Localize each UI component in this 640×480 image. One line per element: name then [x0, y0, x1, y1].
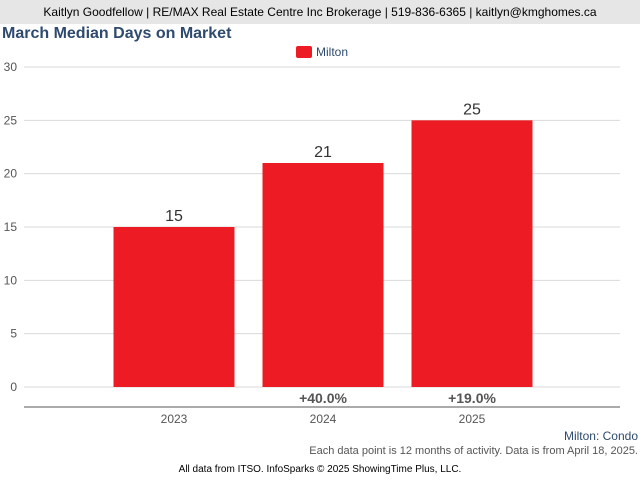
y-tick-label: 0: [10, 380, 17, 394]
y-tick-label: 10: [4, 273, 18, 287]
change-label-2024: +40.0%: [299, 390, 347, 406]
y-tick-label: 25: [4, 113, 18, 127]
data-label-2024: 21: [314, 144, 332, 161]
geography-label: Milton: Condo: [563, 429, 638, 443]
agent-header: Kaitlyn Goodfellow | RE/MAX Real Estate …: [0, 0, 640, 24]
chart-title: March Median Days on Market: [2, 25, 232, 42]
footnote: Each data point is 12 months of activity…: [309, 445, 638, 457]
bar-2025: [411, 120, 533, 387]
x-tick-label-2024: 2024: [310, 412, 337, 426]
chart-legend[interactable]: Milton: [296, 45, 348, 59]
agent-contact-text: Kaitlyn Goodfellow | RE/MAX Real Estate …: [43, 5, 597, 19]
attribution-footer: All data from ITSO. InfoSparks © 2025 Sh…: [178, 464, 462, 475]
x-tick-label-2025: 2025: [459, 412, 486, 426]
bar-2024: [262, 163, 384, 387]
legend-swatch: [296, 46, 312, 58]
y-tick-label: 20: [4, 167, 18, 181]
y-tick-label: 15: [4, 220, 18, 234]
change-label-2025: +19.0%: [448, 390, 496, 406]
y-tick-label: 30: [4, 60, 18, 74]
bar-2023: [113, 227, 235, 387]
x-tick-label-2023: 2023: [161, 412, 188, 426]
legend-label-milton: Milton: [316, 45, 349, 59]
data-label-2023: 15: [165, 208, 183, 225]
y-tick-label: 5: [10, 327, 17, 341]
data-label-2025: 25: [463, 101, 481, 118]
